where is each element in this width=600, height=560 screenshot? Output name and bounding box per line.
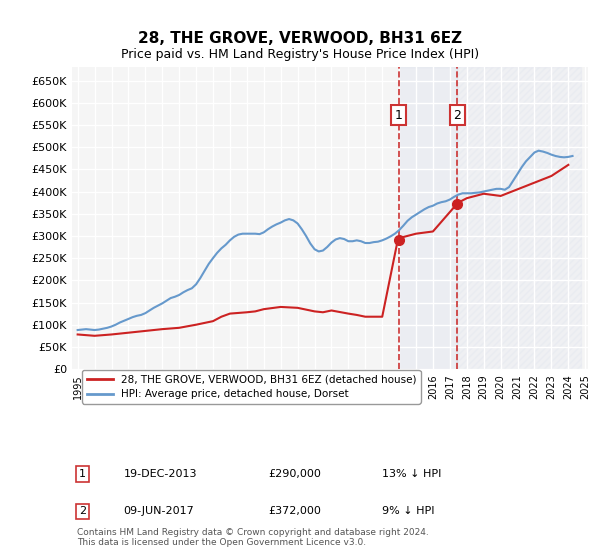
Legend: 28, THE GROVE, VERWOOD, BH31 6EZ (detached house), HPI: Average price, detached : 28, THE GROVE, VERWOOD, BH31 6EZ (detach… (82, 370, 421, 404)
Text: 9% ↓ HPI: 9% ↓ HPI (382, 506, 434, 516)
Text: 19-DEC-2013: 19-DEC-2013 (124, 469, 197, 479)
Bar (457, 67, 581, 369)
Text: Price paid vs. HM Land Registry's House Price Index (HPI): Price paid vs. HM Land Registry's House … (121, 48, 479, 60)
Text: 28, THE GROVE, VERWOOD, BH31 6EZ: 28, THE GROVE, VERWOOD, BH31 6EZ (138, 31, 462, 46)
Text: £372,000: £372,000 (268, 506, 321, 516)
Text: 1: 1 (395, 109, 403, 122)
Text: 1: 1 (79, 469, 86, 479)
Text: 2: 2 (454, 109, 461, 122)
Text: 09-JUN-2017: 09-JUN-2017 (124, 506, 194, 516)
Text: 2: 2 (79, 506, 86, 516)
Text: 13% ↓ HPI: 13% ↓ HPI (382, 469, 441, 479)
Text: £290,000: £290,000 (268, 469, 321, 479)
Text: Contains HM Land Registry data © Crown copyright and database right 2024.
This d: Contains HM Land Registry data © Crown c… (77, 528, 429, 547)
Bar (398, 67, 457, 369)
